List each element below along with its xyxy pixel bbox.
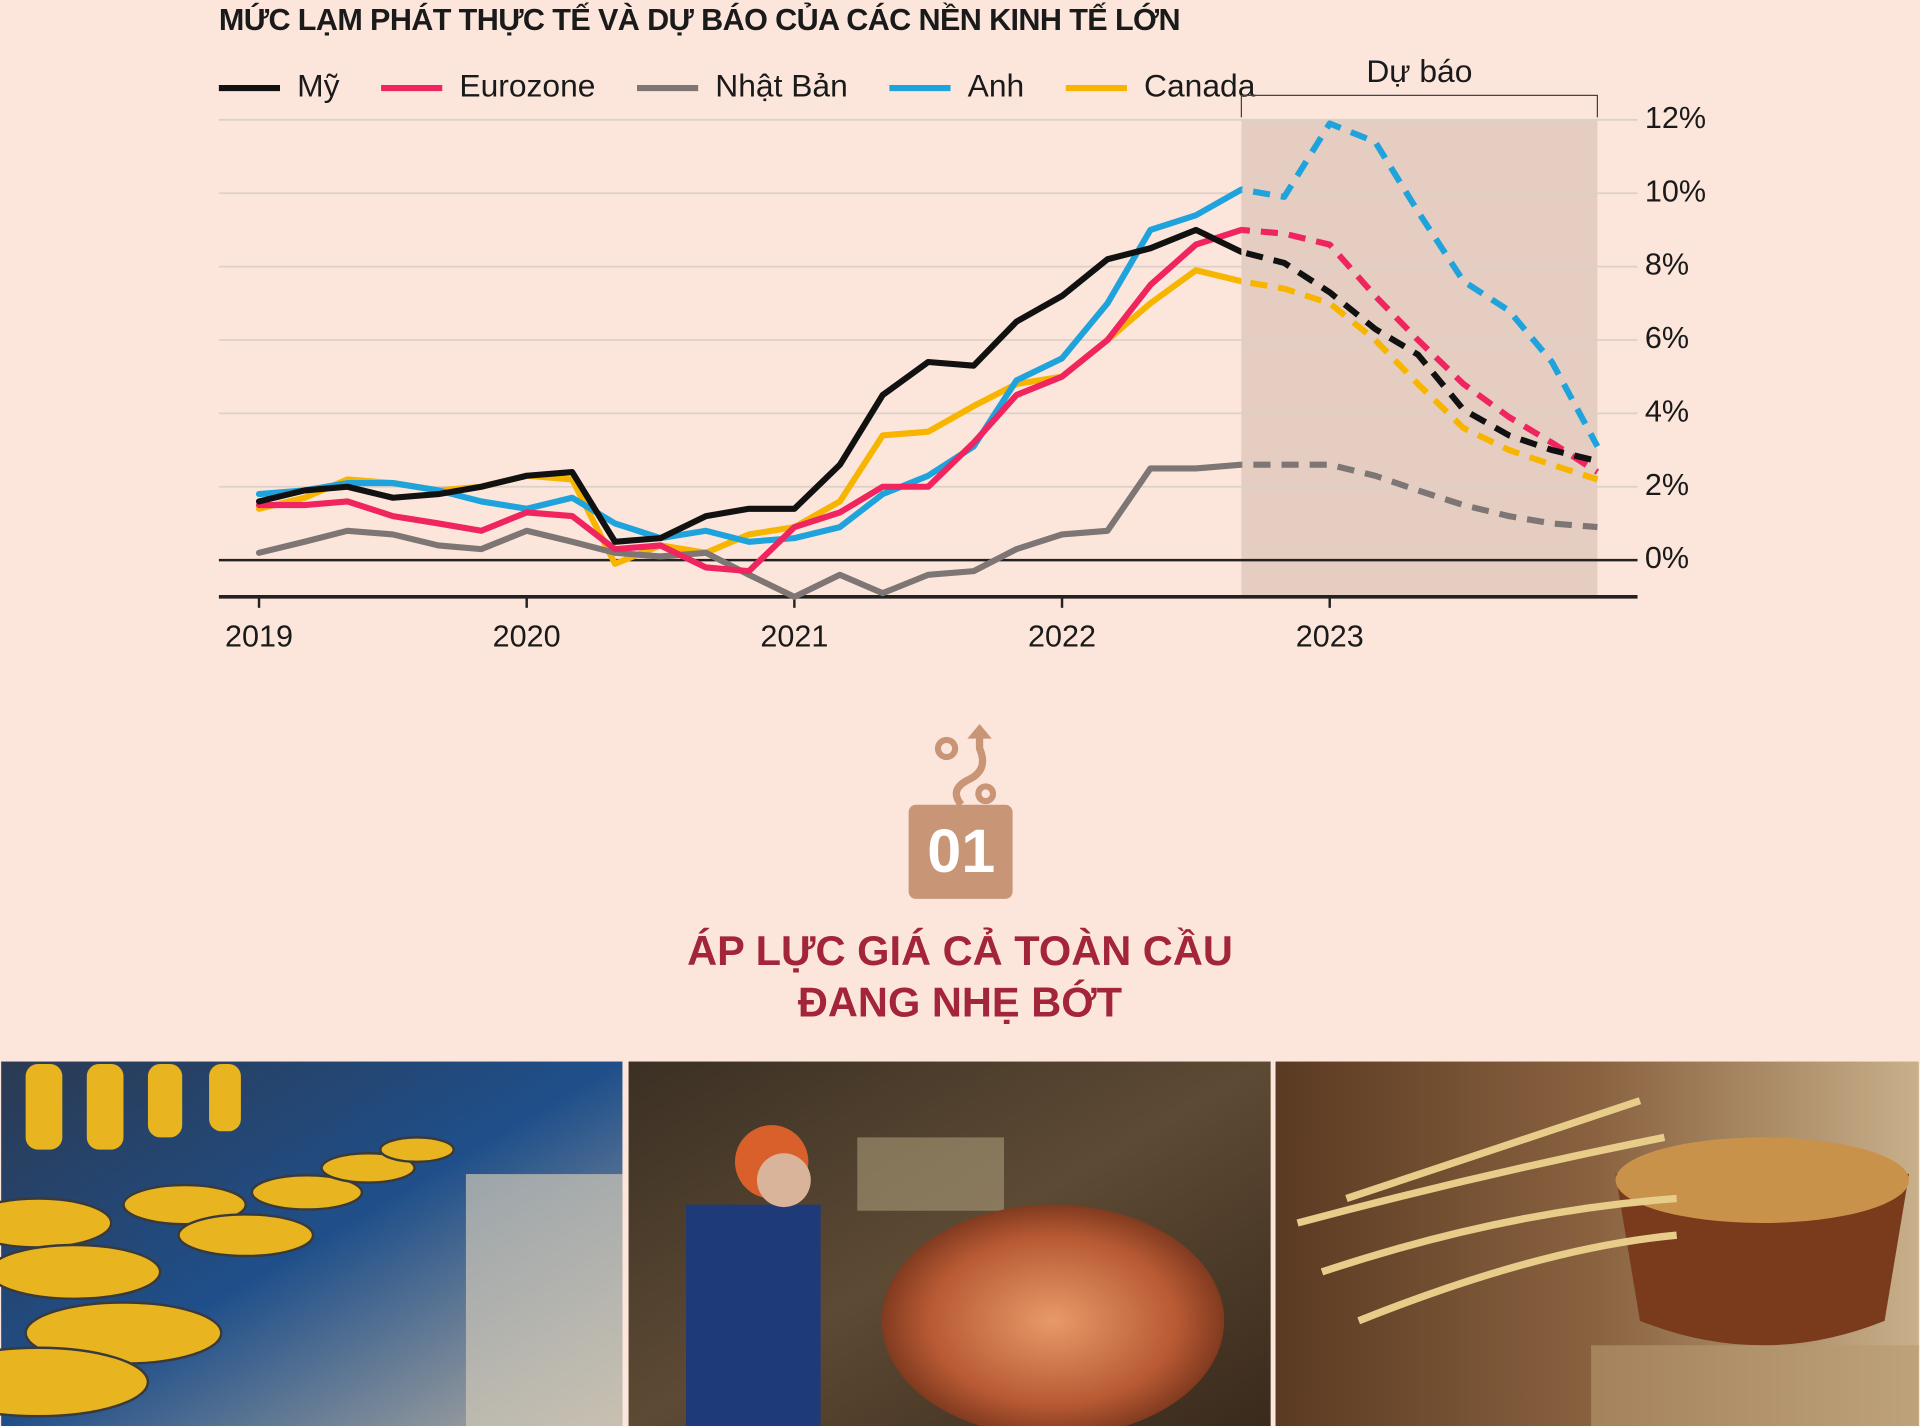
section-icon: 01: [908, 724, 1013, 899]
photo-wheat: [1275, 1061, 1919, 1426]
photo-barrels: [0, 1061, 623, 1426]
series-line: [255, 226, 1242, 545]
x-tick-label: 2021: [760, 619, 828, 653]
forecast-label: Dự báo: [1366, 53, 1472, 89]
legend-label: Anh: [968, 67, 1025, 103]
plot-area: Dự báo 0% 2% 4% 6% 8% 10% 12% 2019 2020 2021 2022 20…: [218, 53, 1706, 653]
y-tick-label: 8%: [1645, 248, 1689, 282]
chart-title: MỨC LẠM PHÁT THỰC TẾ VÀ DỰ BÁO CỦA CÁC N…: [219, 1, 1180, 37]
x-tick-label: 2022: [1028, 619, 1096, 653]
photo-copper: [628, 1061, 1271, 1426]
legend-label: Eurozone: [459, 67, 595, 103]
y-tick-label: 12%: [1645, 101, 1706, 135]
x-tick-label: 2023: [1296, 619, 1364, 653]
section-title: ĐANG NHẸ BỚT: [798, 977, 1122, 1025]
y-tick-label: 2%: [1645, 468, 1689, 502]
series-line: [255, 186, 1242, 545]
series-line: [255, 461, 1242, 600]
y-tick-label: 10%: [1645, 174, 1706, 208]
legend-label: Mỹ: [297, 67, 339, 103]
section-number: 01: [927, 817, 995, 885]
x-tick-label: 2019: [225, 619, 293, 653]
section-title: ÁP LỰC GIÁ CẢ TOÀN CẦU: [687, 926, 1233, 974]
forecast-bracket: [1240, 94, 1598, 118]
series-line: [255, 226, 1242, 575]
series-line-forecast: [1241, 461, 1598, 531]
legend-label: Canada: [1144, 67, 1256, 103]
y-tick-label: 0%: [1645, 541, 1689, 575]
x-tick-label: 2020: [493, 619, 561, 653]
legend: Mỹ Eurozone Nhật Bản Anh Canada: [218, 67, 1256, 103]
series-line-forecast: [1241, 248, 1599, 465]
legend-label: Nhật Bản: [715, 67, 848, 103]
y-tick-label: 6%: [1645, 321, 1689, 355]
y-tick-label: 4%: [1645, 394, 1689, 428]
